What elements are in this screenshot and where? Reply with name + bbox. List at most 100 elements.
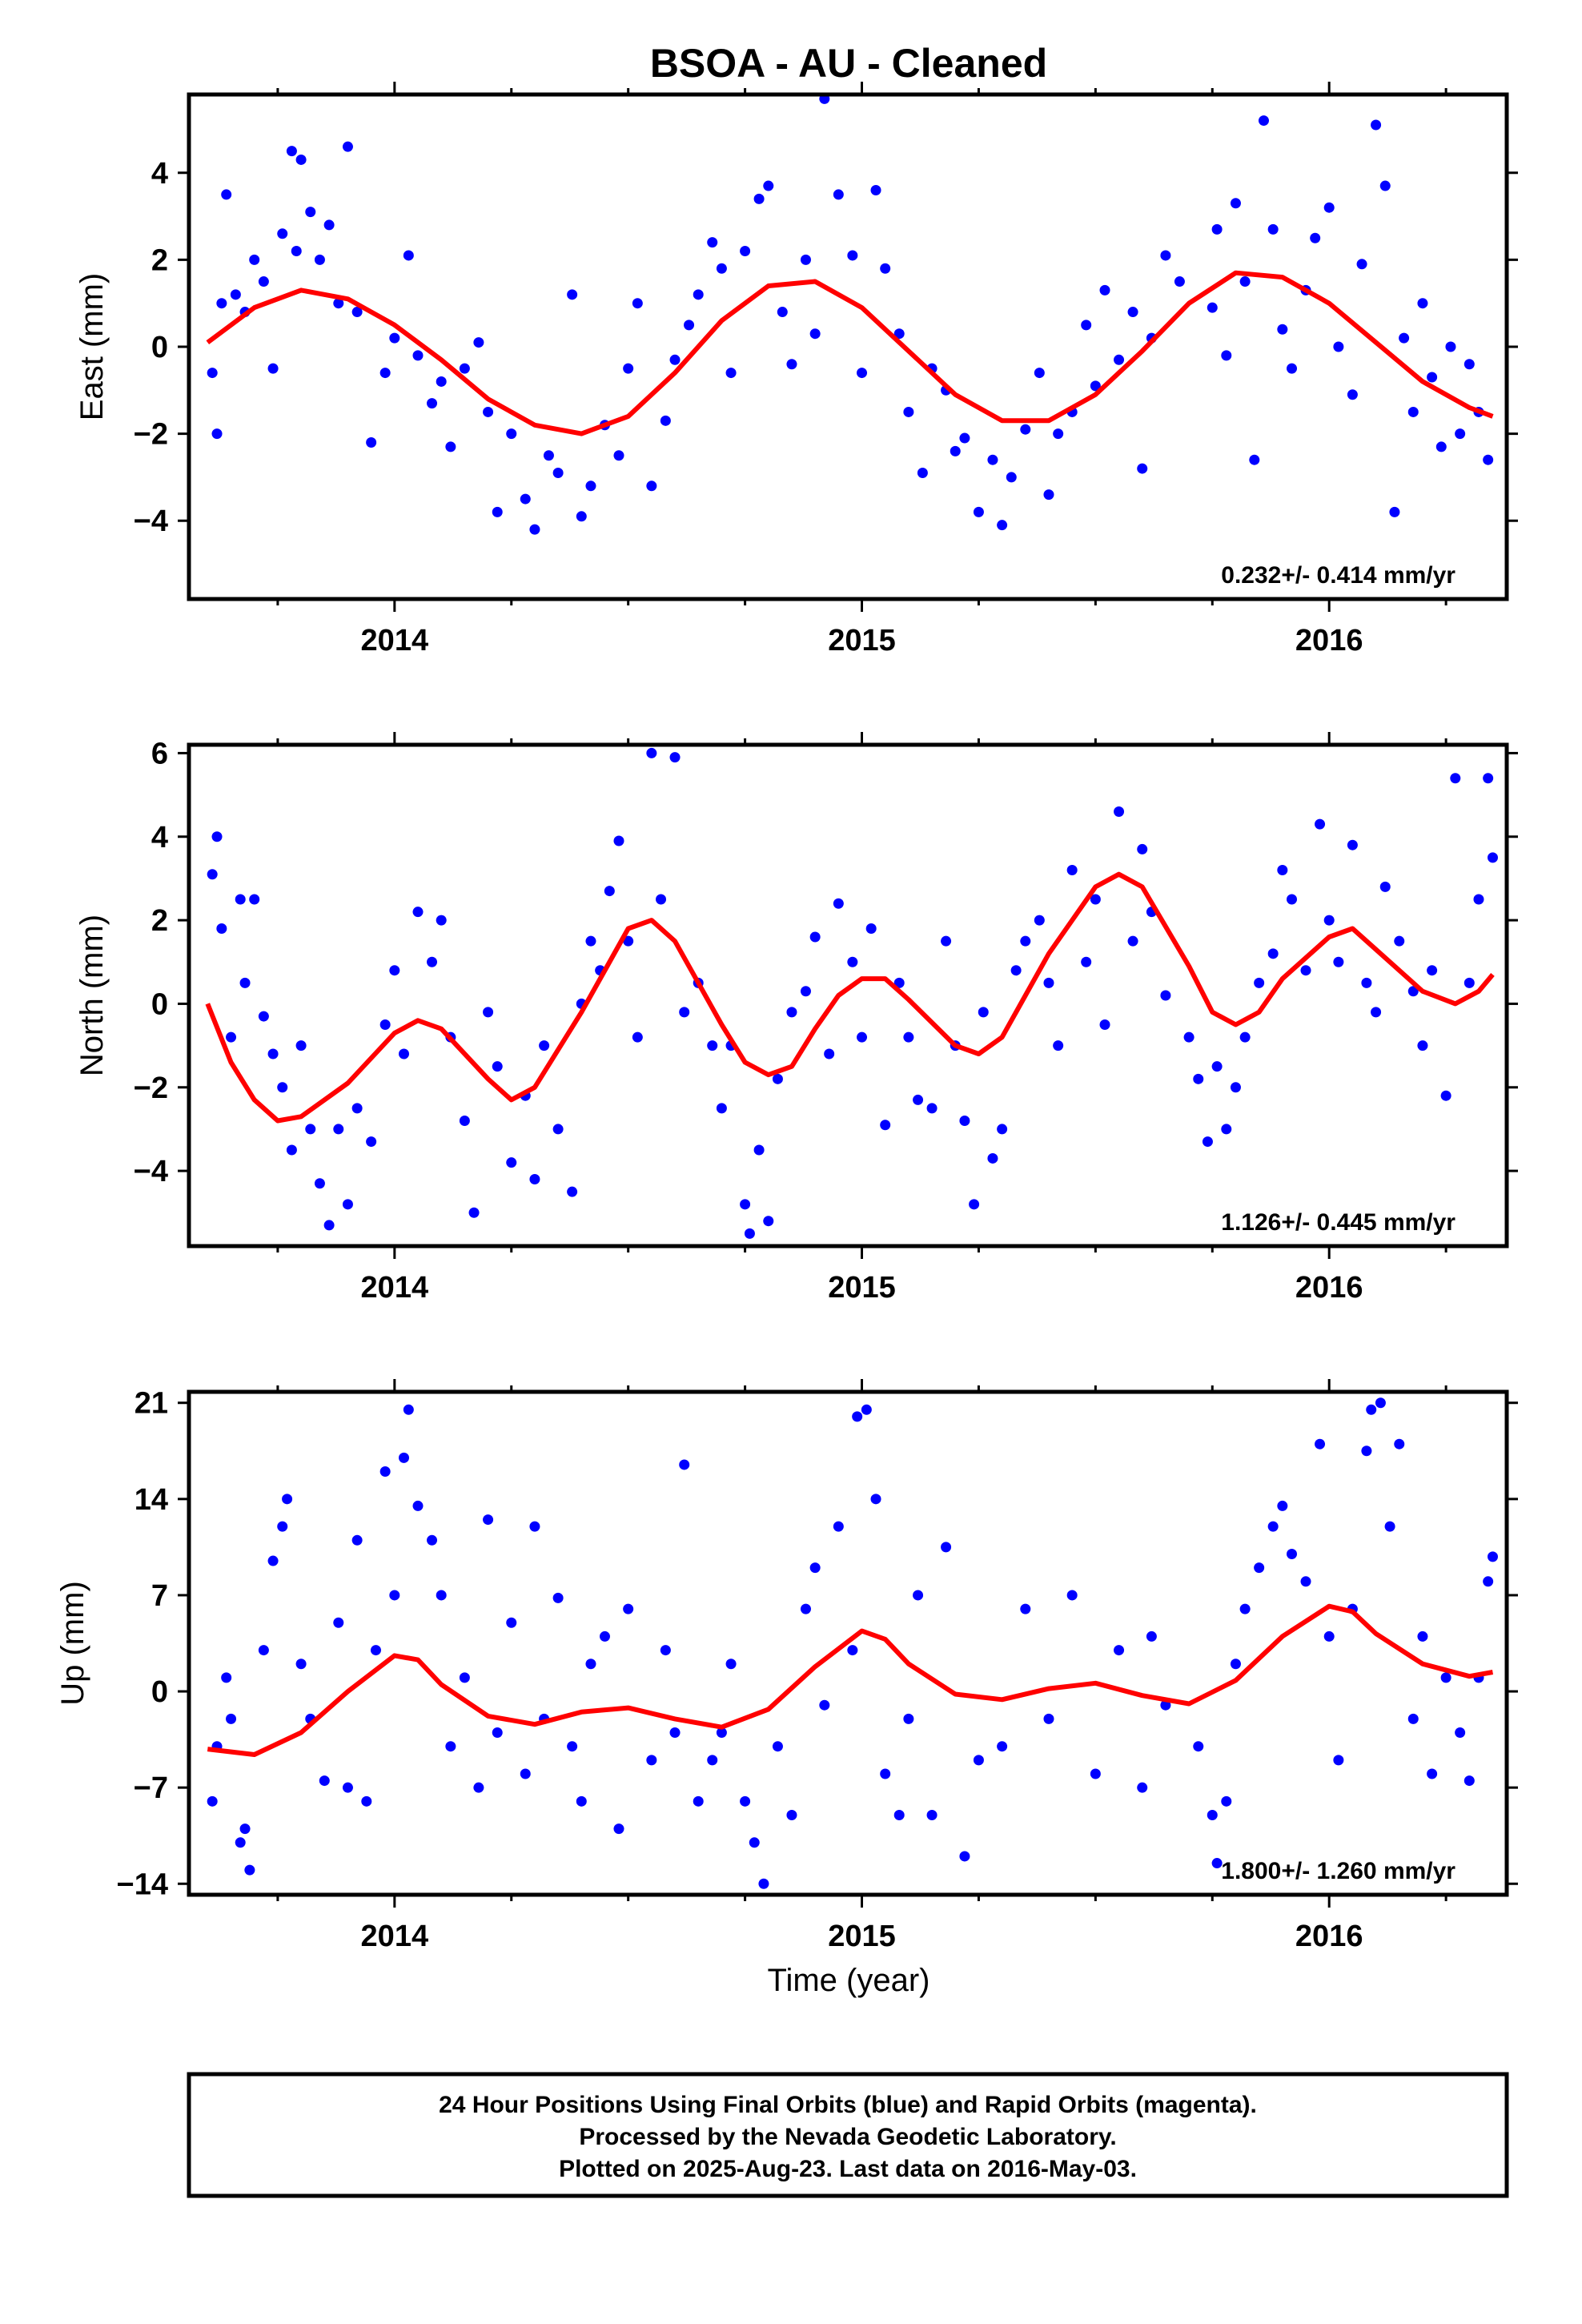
data-point <box>903 406 914 417</box>
data-point <box>903 1031 914 1043</box>
data-point <box>646 747 657 758</box>
data-point <box>567 289 578 300</box>
north-y-axis-label: North (mm) <box>74 915 110 1076</box>
data-point <box>351 307 363 318</box>
y-tick-label: −4 <box>134 505 168 538</box>
data-point <box>323 1220 335 1231</box>
data-point <box>599 1630 610 1642</box>
data-point <box>398 1048 409 1059</box>
data-point <box>749 1837 760 1848</box>
data-point <box>893 977 905 988</box>
x-tick-label: 2014 <box>361 1271 429 1305</box>
east-plot-frame <box>187 92 1509 601</box>
data-point <box>1053 1040 1064 1051</box>
data-point <box>576 1795 587 1807</box>
data-point <box>1114 354 1125 365</box>
east-points <box>207 93 1494 535</box>
data-point <box>585 1659 596 1670</box>
y-tick-label: −2 <box>134 1072 168 1105</box>
up-x-tick-labels: 2014 2015 2016 <box>361 1920 1363 1953</box>
data-point <box>226 1713 237 1724</box>
data-point <box>473 337 484 348</box>
chart-title: BSOA - AU - Cleaned <box>650 41 1047 86</box>
data-point <box>211 831 223 842</box>
data-point <box>333 1124 344 1135</box>
data-point <box>660 1645 671 1656</box>
data-point <box>1427 1768 1438 1779</box>
data-point <box>230 289 241 300</box>
data-point <box>1417 1630 1428 1642</box>
y-tick-label: 4 <box>151 157 168 191</box>
data-point <box>1239 1603 1251 1614</box>
east-y-tick-labels: 4 2 0 −2 −4 <box>134 157 168 538</box>
data-point <box>978 1007 989 1018</box>
data-point <box>604 886 615 897</box>
data-point <box>1407 406 1419 417</box>
data-point <box>1464 1775 1475 1787</box>
data-point <box>552 1592 564 1603</box>
data-point <box>1099 284 1110 296</box>
data-point <box>1323 915 1335 926</box>
data-point <box>926 1809 938 1820</box>
data-point <box>506 1617 517 1628</box>
data-point <box>1394 1438 1405 1449</box>
y-tick-label: 0 <box>151 331 168 364</box>
y-tick-label: −4 <box>134 1155 168 1188</box>
data-point <box>707 237 718 248</box>
data-point <box>529 1174 540 1185</box>
y-tick-label: 21 <box>135 1387 168 1421</box>
data-point <box>216 298 227 309</box>
data-point <box>379 1466 391 1478</box>
data-point <box>445 441 456 452</box>
data-point <box>763 1216 774 1227</box>
data-point <box>1333 341 1344 352</box>
x-tick-label: 2015 <box>828 1920 896 1953</box>
data-point <box>221 189 232 200</box>
data-point <box>950 445 961 456</box>
data-point <box>786 1007 797 1018</box>
data-point <box>258 276 269 287</box>
data-point <box>1483 454 1494 465</box>
north-points <box>207 747 1498 1239</box>
data-point <box>1347 389 1358 400</box>
data-point <box>1254 977 1265 988</box>
data-point <box>669 752 681 763</box>
data-point <box>1277 1500 1288 1511</box>
x-tick-label: 2015 <box>828 624 896 657</box>
east-x-tick-labels: 2014 2015 2016 <box>361 624 1363 657</box>
data-point <box>1300 1576 1311 1587</box>
fit-curve-line <box>206 270 1494 436</box>
data-point <box>277 1082 288 1093</box>
data-point <box>1099 1019 1110 1031</box>
data-point <box>1417 298 1428 309</box>
data-point <box>833 898 844 909</box>
data-point <box>1034 368 1045 379</box>
data-point <box>997 520 1008 531</box>
data-point <box>926 1103 938 1114</box>
data-point <box>506 1157 517 1168</box>
data-point <box>1267 223 1279 235</box>
data-point <box>239 977 251 988</box>
data-point <box>295 1659 307 1670</box>
data-point <box>707 1755 718 1766</box>
data-point <box>969 1199 980 1210</box>
fit-curve-line <box>205 871 1495 1124</box>
data-point <box>1483 1576 1494 1587</box>
data-point <box>1211 1061 1223 1072</box>
data-point <box>1440 1090 1452 1101</box>
data-point <box>1455 1727 1466 1739</box>
data-point <box>716 1727 727 1739</box>
y-tick-label: 6 <box>151 737 168 770</box>
data-point <box>235 894 246 905</box>
data-point <box>258 1011 269 1022</box>
data-point <box>235 1837 246 1848</box>
data-point <box>459 363 470 374</box>
data-point <box>333 298 344 309</box>
data-point <box>361 1795 372 1807</box>
data-point <box>1366 1404 1377 1415</box>
data-point <box>226 1031 237 1043</box>
data-point <box>880 263 891 274</box>
data-point <box>1090 380 1101 392</box>
data-point <box>520 1768 531 1779</box>
fit-curve-line <box>207 1603 1494 1757</box>
